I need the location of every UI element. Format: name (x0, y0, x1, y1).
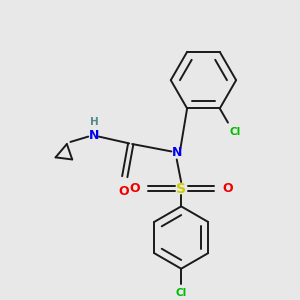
Text: O: O (130, 182, 140, 195)
Text: S: S (176, 182, 186, 196)
Text: H: H (90, 117, 99, 127)
Text: O: O (118, 185, 129, 198)
Text: Cl: Cl (230, 127, 241, 137)
Text: N: N (172, 146, 182, 159)
Text: O: O (222, 182, 233, 195)
Text: N: N (88, 129, 99, 142)
Text: Cl: Cl (176, 288, 187, 298)
